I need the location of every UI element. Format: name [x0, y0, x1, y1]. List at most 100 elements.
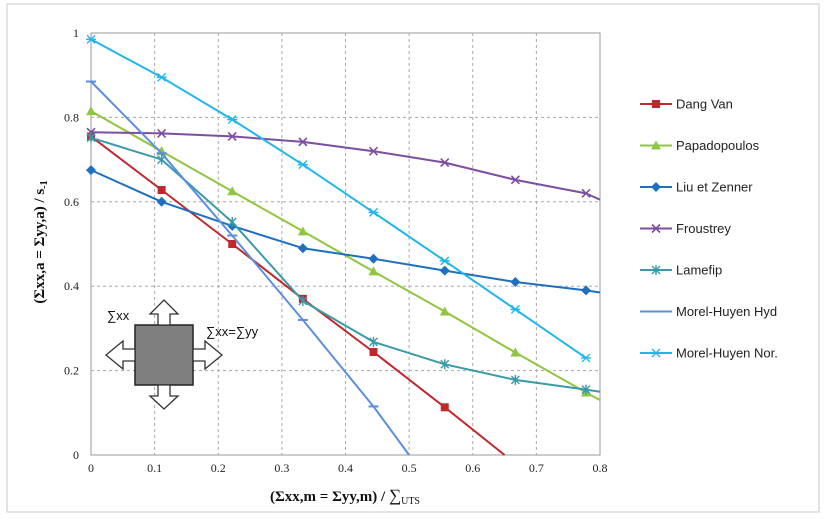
y-tick-label: 0.2	[64, 364, 79, 378]
legend-label-froustrey: Froustrey	[676, 221, 731, 236]
x-tick-label: 0.5	[402, 461, 417, 475]
legend-item-froustrey: Froustrey	[640, 221, 731, 236]
series-froustrey	[86, 127, 601, 201]
legend-label-morel-huyen-hyd: Morel-Huyen Hyd	[676, 304, 777, 319]
data-point-lamefip	[440, 359, 450, 370]
data-point-dang-van	[369, 348, 378, 357]
data-point-dang-van	[157, 185, 166, 194]
data-point-papadopoulos	[510, 347, 521, 357]
inset-label-sxx: ∑xx	[107, 308, 130, 323]
data-point-liu-et-zenner	[156, 196, 167, 207]
y-axis-title-main: (Σxx,a = Σyy,a) / s	[32, 189, 48, 304]
y-tick-label: 0	[73, 448, 79, 462]
series-morel-huyen-hyd	[86, 80, 410, 456]
data-point-papadopoulos	[297, 226, 308, 236]
data-point-lamefip	[227, 217, 237, 228]
legend-item-dang-van: Dang Van	[640, 97, 733, 112]
y-axis-ticks: 0 0.2 0.4 0.6 0.8 1	[64, 26, 79, 462]
data-point-lamefip	[510, 374, 520, 385]
x-tick-label: 0.2	[211, 461, 226, 475]
data-point-lamefip	[369, 336, 378, 347]
y-tick-label: 0.4	[64, 279, 79, 293]
x-axis-ticks: 0 0.1 0.2 0.3 0.4 0.5 0.6 0.7 0.8	[88, 461, 608, 475]
specimen-square	[134, 324, 194, 386]
legend-marker-lamefip	[651, 265, 661, 275]
x-tick-label: 0.6	[465, 461, 480, 475]
legend-marker-dang-van	[652, 100, 660, 108]
data-point-liu-et-zenner	[368, 253, 379, 264]
series-line-morel-huyen-hyd	[90, 80, 410, 456]
x-tick-label: 0.8	[593, 461, 608, 475]
data-point-morel-huyen-nor	[86, 34, 96, 44]
legend-marker-froustrey	[651, 223, 661, 234]
legend-label-dang-van: Dang Van	[676, 97, 733, 112]
legend: Dang Van Papadopoulos Liu et Zenner Froustr…	[640, 97, 778, 361]
data-point-papadopoulos	[368, 266, 379, 276]
data-point-lamefip	[298, 295, 308, 306]
legend-label-papadopoulos: Papadopoulos	[676, 138, 760, 153]
legend-label-liu-et-zenner: Liu et Zenner	[676, 180, 753, 195]
arrow-down-icon	[148, 384, 180, 410]
x-tick-label: 0	[88, 461, 94, 475]
y-tick-label: 1	[73, 26, 79, 40]
data-point-froustrey	[227, 131, 237, 141]
data-point-lamefip	[86, 132, 96, 143]
legend-marker-liu-et-zenner	[651, 182, 661, 192]
data-point-morel-huyen-nor	[156, 72, 167, 82]
data-point-liu-et-zenner	[297, 243, 308, 254]
series-line-morel-huyen-nor	[90, 38, 587, 359]
data-point-liu-et-zenner	[510, 276, 521, 287]
arrow-right-icon	[192, 339, 224, 371]
x-axis-title-sub: UTS	[401, 496, 420, 507]
data-point-morel-huyen-nor	[581, 353, 592, 363]
legend-marker-morel-huyen-nor	[651, 348, 661, 358]
data-point-morel-huyen-nor	[510, 304, 521, 314]
legend-item-papadopoulos: Papadopoulos	[640, 138, 760, 153]
y-tick-label: 0.6	[64, 195, 79, 209]
data-point-froustrey	[581, 188, 591, 198]
data-point-lamefip	[581, 384, 591, 395]
y-axis-title: (Σxx,a = Σyy,a) / s-1	[32, 180, 50, 303]
data-point-morel-huyen-nor	[439, 256, 450, 266]
arrow-up-icon	[148, 299, 180, 326]
series-morel-huyen-nor	[86, 34, 592, 363]
figure-border	[6, 3, 820, 513]
x-axis-title-sum: ∑	[389, 486, 401, 505]
x-axis-title-main: (Σxx,m = Σyy,m) /	[270, 489, 389, 505]
x-axis-title: (Σxx,m = Σyy,m) / ∑UTS	[270, 486, 420, 507]
data-point-froustrey	[157, 128, 167, 139]
y-tick-label: 0.8	[64, 110, 79, 124]
x-tick-label: 0.3	[274, 461, 289, 475]
series-lines	[86, 34, 601, 456]
legend-item-morel-huyen-hyd: Morel-Huyen Hyd	[640, 304, 777, 319]
data-point-papadopoulos	[227, 186, 238, 196]
legend-label-lamefip: Lamefip	[676, 263, 722, 278]
y-axis-title-sub: -1	[39, 180, 50, 188]
data-point-froustrey	[440, 157, 450, 168]
biaxial-loading-diagram: ∑xx ∑xx=∑yy	[104, 299, 259, 410]
x-tick-label: 0.7	[529, 461, 544, 475]
series-liu-et-zenner	[86, 165, 601, 296]
data-point-dang-van	[228, 240, 237, 248]
series-papadopoulos	[86, 106, 601, 401]
data-point-morel-huyen-nor	[227, 115, 238, 125]
legend-marker-papadopoulos	[651, 140, 661, 150]
data-point-froustrey	[368, 146, 379, 156]
data-point-froustrey	[510, 175, 520, 185]
data-point-froustrey	[298, 137, 308, 147]
legend-label-morel-huyen-nor: Morel-Huyen Nor.	[676, 346, 778, 361]
data-point-liu-et-zenner	[86, 165, 96, 176]
data-point-morel-huyen-nor	[297, 160, 308, 170]
data-point-papadopoulos	[439, 306, 450, 316]
data-point-dang-van	[440, 403, 449, 412]
legend-item-liu-et-zenner: Liu et Zenner	[640, 180, 753, 195]
data-point-liu-et-zenner	[581, 285, 592, 296]
legend-item-morel-huyen-nor: Morel-Huyen Nor.	[640, 346, 778, 361]
data-point-morel-huyen-nor	[368, 207, 379, 217]
x-tick-label: 0.1	[147, 461, 162, 475]
inset-label-equal: ∑xx=∑yy	[206, 324, 259, 339]
x-tick-label: 0.4	[338, 461, 353, 475]
data-point-liu-et-zenner	[439, 265, 450, 276]
arrow-left-icon	[104, 339, 136, 371]
